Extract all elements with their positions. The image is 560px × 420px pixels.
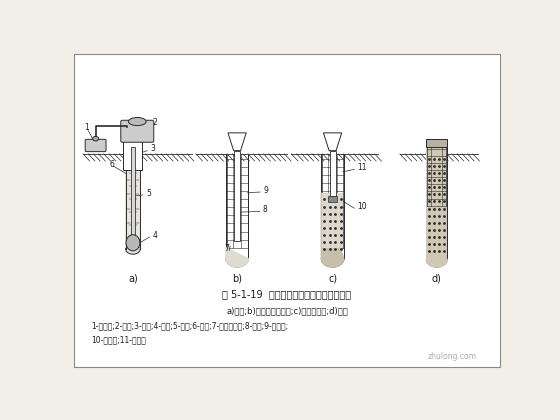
Bar (426, 139, 447, 147)
Polygon shape (226, 248, 249, 267)
Polygon shape (324, 133, 342, 151)
Bar (329, 151, 335, 196)
Text: 1-泥浆泵;2-钻机;3-护筒;4-钻头;5-钻杆;6-泥浆;7-低密度泥浆;8-导管;9-钢筋笼;: 1-泥浆泵;2-钻机;3-护筒;4-钻头;5-钻杆;6-泥浆;7-低密度泥浆;8… (92, 321, 289, 331)
Text: 4: 4 (152, 231, 157, 240)
Text: b): b) (232, 273, 242, 284)
Bar (322, 193, 343, 248)
Text: a)钻孔;b)下钢筋笼及导管;c)灌注混凝土;d)成桩: a)钻孔;b)下钢筋笼及导管;c)灌注混凝土;d)成桩 (226, 306, 348, 315)
Text: a): a) (128, 273, 138, 284)
Text: 图 5-1-19  泥浆护壁钻孔灌注桩施工顺序图: 图 5-1-19 泥浆护壁钻孔灌注桩施工顺序图 (222, 289, 352, 299)
Text: 6: 6 (109, 160, 114, 169)
Bar (123, 141, 142, 170)
Ellipse shape (128, 118, 146, 126)
FancyBboxPatch shape (121, 120, 154, 142)
Polygon shape (228, 133, 246, 151)
Text: 8: 8 (262, 205, 267, 214)
Text: 5: 5 (146, 189, 151, 198)
Text: 3: 3 (150, 144, 155, 152)
Polygon shape (426, 259, 447, 267)
Polygon shape (321, 154, 344, 267)
Text: 10-隔水塞;11-混凝土: 10-隔水塞;11-混凝土 (92, 335, 147, 344)
Text: 11: 11 (357, 163, 367, 172)
Bar (234, 151, 240, 241)
Text: 10: 10 (357, 202, 367, 211)
Bar (426, 147, 447, 259)
Text: 2: 2 (152, 118, 157, 127)
Text: 9: 9 (263, 186, 268, 195)
Bar (130, 147, 135, 235)
Polygon shape (125, 167, 141, 254)
Bar (328, 196, 337, 202)
Text: c): c) (328, 273, 337, 284)
Polygon shape (321, 193, 344, 267)
Circle shape (92, 136, 99, 141)
Ellipse shape (126, 235, 140, 251)
Text: 7: 7 (224, 244, 229, 253)
Polygon shape (226, 154, 249, 267)
Text: 1: 1 (84, 123, 88, 131)
Text: zhulong.com: zhulong.com (427, 352, 477, 360)
FancyBboxPatch shape (85, 139, 106, 152)
Text: d): d) (432, 273, 442, 284)
